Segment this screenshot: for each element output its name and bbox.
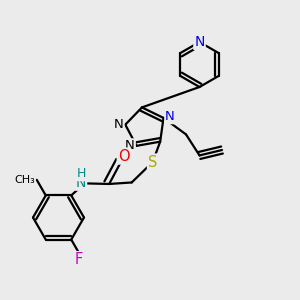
Text: O: O — [118, 148, 129, 164]
Text: S: S — [148, 154, 158, 169]
Text: N: N — [125, 139, 135, 152]
Text: CH₃: CH₃ — [14, 175, 35, 185]
Text: N: N — [76, 176, 86, 190]
Text: N: N — [114, 118, 124, 130]
Text: N: N — [194, 35, 205, 49]
Text: F: F — [75, 252, 83, 267]
Text: N: N — [165, 110, 175, 123]
Text: H: H — [76, 167, 86, 180]
